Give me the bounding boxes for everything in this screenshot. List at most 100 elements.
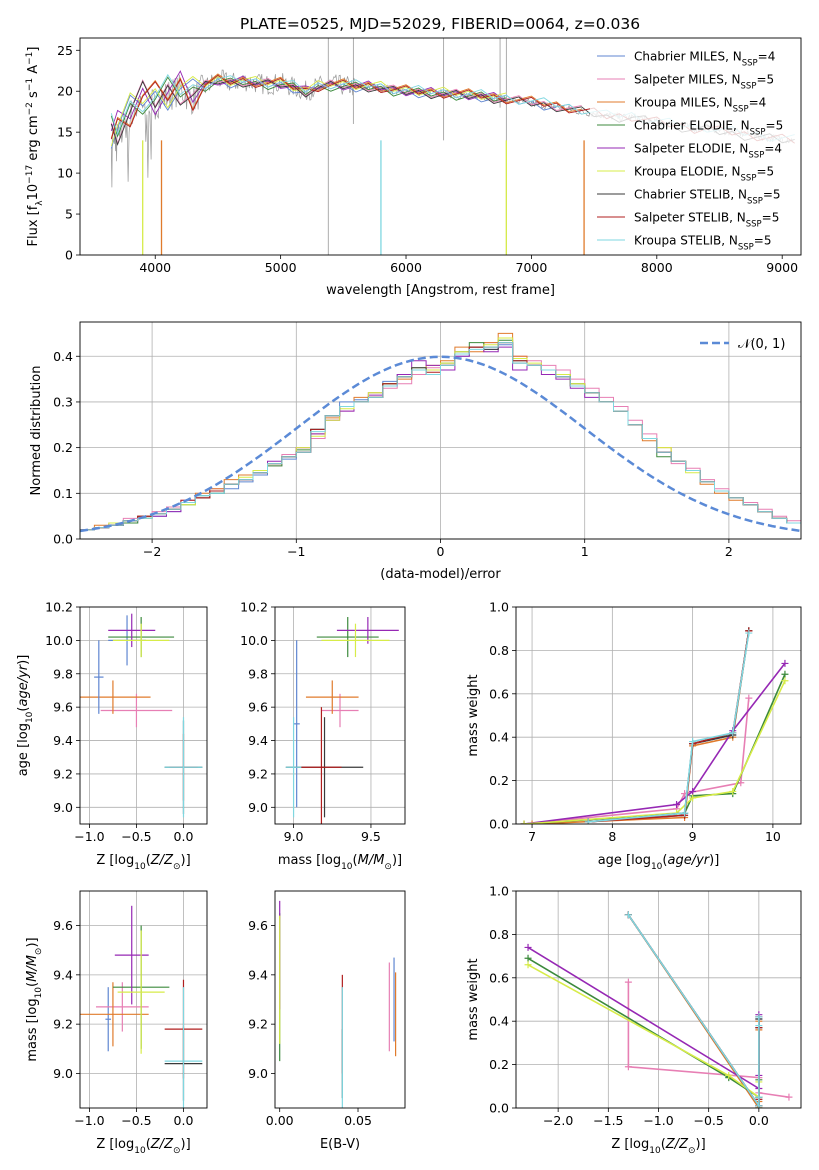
legend-name: Chabrier MILES, N <box>634 50 742 64</box>
y-axis-label: mass weight <box>466 958 481 1040</box>
legend-count: =5 <box>763 188 781 202</box>
label-part: age [log <box>598 853 651 868</box>
label-part: mass weight <box>466 674 481 756</box>
plus-marker <box>689 787 697 795</box>
label-part: −17 <box>25 165 35 184</box>
x-tick-label: −1.0 <box>643 1113 673 1128</box>
legend-name: Salpeter MILES, N <box>634 73 741 87</box>
x-tick-label: 9000 <box>766 260 798 275</box>
plot-area-mass_vs_EBV <box>279 900 397 1108</box>
plus-marker <box>524 943 532 951</box>
y-tick-label: 9.4 <box>248 733 268 748</box>
y-tick-label: 0.8 <box>489 643 509 658</box>
label-part: age [log <box>16 723 31 776</box>
legend-entry: Kroupa MILES, NSSP=4 <box>634 96 766 115</box>
y-tick-label: 9.2 <box>248 766 268 781</box>
x-tick-label: 8000 <box>641 260 673 275</box>
y-tick-label: 5 <box>65 207 73 222</box>
label-part: age/yr <box>667 853 710 868</box>
x-tick-label: −1.0 <box>74 829 104 844</box>
legend-entry: Salpeter ELODIE, NSSP=4 <box>634 142 782 161</box>
y-tick-label: 9.2 <box>248 1017 268 1032</box>
x-tick-label: −0.5 <box>121 829 151 844</box>
y-tick-label: 0.0 <box>489 817 509 832</box>
label-part: −1 <box>25 52 35 65</box>
legend-count: =4 <box>764 142 782 156</box>
label-part: wavelength [Angstrom, rest frame] <box>326 283 555 298</box>
axes-age_vs_Z: −1.0 −0.5 0.0 9.0 9.2 9.4 9.6 9.8 10.0 10.2 Z [log… <box>16 600 208 872</box>
label-part: ] <box>26 47 41 52</box>
legend-entry: Salpeter STELIB, NSSP=5 <box>634 211 779 230</box>
label-part: ( <box>25 982 40 987</box>
plus-marker <box>729 729 737 737</box>
legend-sub: SSP <box>748 151 764 161</box>
y-tick-label: 10.2 <box>45 600 73 615</box>
x-tick-label: 0.0 <box>174 1113 194 1128</box>
label-part: 10 <box>34 987 44 999</box>
legend-entry: Chabrier STELIB, NSSP=5 <box>634 188 781 207</box>
label-part: 10 <box>341 862 353 872</box>
label-part: Z/Z <box>150 853 174 868</box>
y-axis-label: age [log10(age/yr)] <box>16 655 35 777</box>
y-tick-label: 0.0 <box>489 1101 509 1116</box>
plus-marker <box>584 818 592 824</box>
axes-frame <box>515 606 802 825</box>
plus-marker <box>781 677 789 685</box>
label-part: Normed distribution <box>29 366 44 496</box>
legend-entry: Kroupa ELODIE, NSSP=5 <box>634 165 774 184</box>
plus-marker <box>745 629 753 637</box>
y-tick-label: 0 <box>65 248 73 263</box>
x-tick-label: 0.05 <box>344 1113 372 1128</box>
label-part: ( <box>16 707 31 712</box>
x-tick-label: 0.0 <box>749 1113 769 1128</box>
axes-frame <box>274 890 406 1109</box>
plot-area-residuals <box>80 332 801 539</box>
x-tick-label: 0.00 <box>266 1113 294 1128</box>
x-tick-label: 5000 <box>265 260 297 275</box>
legend-count: =5 <box>756 165 774 179</box>
plus-marker <box>624 911 632 919</box>
y-tick-label: 9.0 <box>248 800 268 815</box>
y-axis-label: Flux [fλ10−17 erg cm−2 s−1 A−1] <box>25 47 45 247</box>
label-part: mass weight <box>466 958 481 1040</box>
x-axis-label: wavelength [Angstrom, rest frame] <box>326 283 555 298</box>
x-tick-label: −2 <box>143 544 161 559</box>
plus-marker <box>689 794 697 802</box>
label-part: mass [log <box>278 853 341 868</box>
label-part: ⊙ <box>384 862 392 872</box>
axes-residuals: −2 −1 0 1 2 0.0 0.1 0.2 0.3 0.4 (data-model)/error… <box>29 321 802 582</box>
label-part: ⊙ <box>173 862 181 872</box>
label-part: )] <box>181 1137 191 1152</box>
normal-distribution-curve <box>80 355 801 533</box>
plus-marker <box>528 820 536 824</box>
model-spectrum-kroupa-miles <box>110 73 582 139</box>
legend-sub: SSP <box>738 243 754 253</box>
label-part: M/M <box>358 853 385 868</box>
x-tick-label: −2.0 <box>543 1113 573 1128</box>
label-part: )] <box>181 853 191 868</box>
y-tick-label: 9.0 <box>248 1066 268 1081</box>
x-tick-label: 9.5 <box>361 829 381 844</box>
x-axis-label: Z [log10(Z/Z⊙)] <box>96 853 190 872</box>
label-part: Z/Z <box>150 1137 174 1152</box>
plot-area-age_vs_Z <box>80 613 203 818</box>
plus-marker <box>673 800 681 808</box>
axes-age_vs_mass: 9.0 9.5 9.0 9.2 9.4 9.6 9.8 10.0 10.2 mass [log10… <box>240 600 406 872</box>
label-part: Z [log <box>96 853 134 868</box>
x-tick-label: 2 <box>725 544 733 559</box>
plus-marker <box>624 978 632 986</box>
legend-name: Kroupa STELIB, N <box>634 234 738 248</box>
label-part: λ <box>35 200 45 206</box>
y-tick-label: 0.8 <box>489 927 509 942</box>
axes-frame <box>515 890 802 1109</box>
plot-area-age_vs_mass <box>285 617 399 824</box>
legend-count: =5 <box>766 119 784 133</box>
legend-name: Chabrier STELIB, N <box>634 188 747 202</box>
residual-histogram-kroupa-stelib <box>80 342 801 539</box>
legend-entry: Salpeter MILES, NSSP=5 <box>634 73 774 92</box>
x-tick-label: 10 <box>765 829 781 844</box>
plus-marker <box>737 779 745 787</box>
label-part: A <box>26 65 41 78</box>
label-part: ⊙ <box>688 1146 696 1156</box>
